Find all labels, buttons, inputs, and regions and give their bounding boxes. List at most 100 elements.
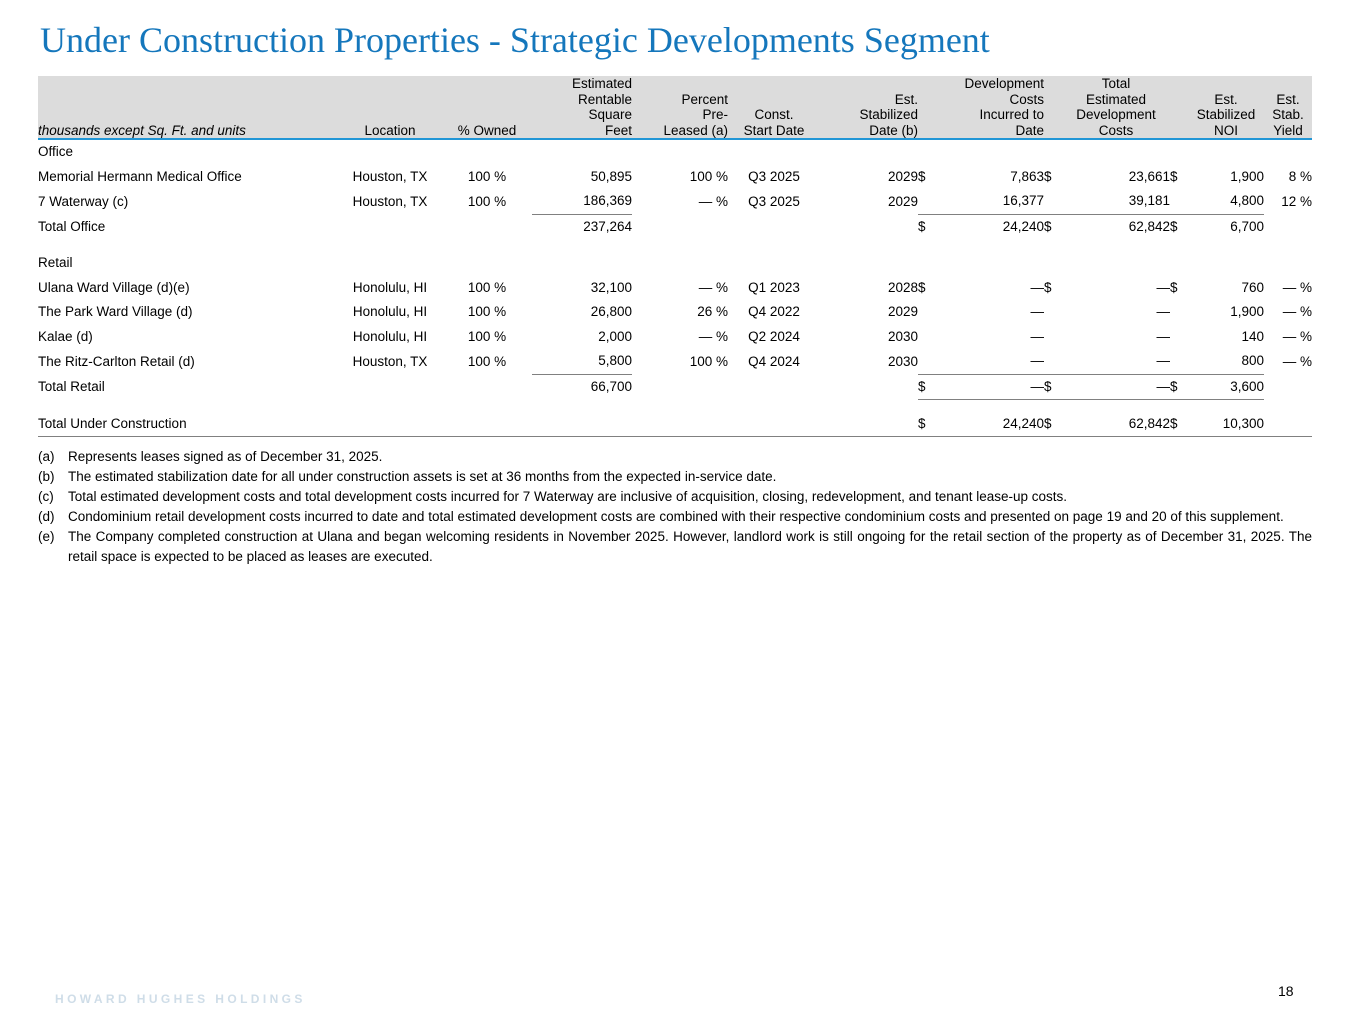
total-retail-currency-noi: $ xyxy=(1170,374,1188,400)
row-est-stabilized-noi: 140 xyxy=(1241,328,1264,344)
row-currency-symbol-noi: $ xyxy=(1170,168,1178,184)
table-row[interactable]: The Park Ward Village (d) Honolulu, HI 1… xyxy=(38,300,1312,325)
footnote-item: (d) Condominium retail development costs… xyxy=(38,507,1312,527)
row-percent-preleased: 100 % xyxy=(689,353,728,369)
row-percent-owned: 100 % xyxy=(467,328,507,344)
row-est-stab-yield: — % xyxy=(1282,279,1312,295)
total-office-location-blank xyxy=(338,214,442,239)
total-row-under-construction: Total Under Construction $ 24,240 $ 62,8… xyxy=(38,411,1312,437)
table-row[interactable]: Kalae (d) Honolulu, HI 100 % 2,000 — % Q… xyxy=(38,325,1312,350)
total-row-retail: Total Retail 66,700 $ — $ — $ 3,600 xyxy=(38,374,1312,400)
header-total-development-costs-line2: Estimated xyxy=(1085,91,1147,107)
table-row[interactable]: The Ritz-Carlton Retail (d) Houston, TX … xyxy=(38,349,1312,375)
total-retail-square-feet: 66,700 xyxy=(590,379,632,394)
header-total-development-costs-line1: Total xyxy=(1101,76,1131,91)
header-const-start-date-line1: Const. xyxy=(754,107,794,122)
total-office-owned-blank xyxy=(442,214,532,239)
header-est-stab-yield-line2: Stab. xyxy=(1272,107,1304,122)
row-est-stabilized-noi: 800 xyxy=(1188,349,1264,375)
total-office-label: Total Office xyxy=(38,218,106,234)
header-square-feet-line2: Rentable xyxy=(577,91,632,107)
header-total-development-costs-line3: Development xyxy=(1076,107,1156,122)
row-currency-symbol-noi xyxy=(1170,325,1188,350)
grand-total-location-blank xyxy=(338,411,442,437)
row-property-name: The Ritz-Carlton Retail (d) xyxy=(38,353,195,369)
row-location: Houston, TX xyxy=(352,168,428,184)
grand-total-currency-incurred: $ xyxy=(918,411,936,437)
total-office-start-blank xyxy=(728,214,820,239)
company-logo-text: HOWARD HUGHES HOLDINGS xyxy=(55,992,306,1006)
row-currency-symbol-noi xyxy=(1170,349,1188,375)
grand-total-owned-blank xyxy=(442,411,532,437)
total-retail-label: Total Retail xyxy=(38,379,105,394)
row-property-name: The Park Ward Village (d) xyxy=(38,304,193,319)
table-header: thousands except Sq. Ft. and units Locat… xyxy=(38,76,1312,140)
under-construction-table: thousands except Sq. Ft. and units Locat… xyxy=(38,76,1312,437)
row-est-stabilized-noi: 1,900 xyxy=(1230,168,1264,184)
row-property-name: Memorial Hermann Medical Office xyxy=(38,168,242,184)
footnote-marker: (a) xyxy=(38,449,55,464)
row-est-stab-yield: — % xyxy=(1282,328,1312,344)
row-property-name: Kalae (d) xyxy=(38,328,93,344)
row-total-development-costs: — xyxy=(1062,349,1170,375)
row-est-stabilized-noi: 760 xyxy=(1241,279,1264,295)
header-square-feet-line1: Estimated xyxy=(571,76,632,91)
header-est-stabilized-noi-line1: Est. xyxy=(1214,91,1238,107)
row-currency-symbol-incurred xyxy=(918,325,936,350)
footnote-text: Represents leases signed as of December … xyxy=(68,449,383,464)
header-currency-spacer-1 xyxy=(918,76,936,140)
section-header-retail-spacer xyxy=(338,251,1312,276)
row-total-development-costs: 23,661 xyxy=(1128,168,1170,184)
header-square-feet-line3: Square xyxy=(588,107,632,122)
row-costs-incurred: — xyxy=(1030,304,1045,319)
footnote-marker: (b) xyxy=(38,469,55,484)
header-percent-owned: % Owned xyxy=(442,76,532,140)
row-location: Honolulu, HI xyxy=(352,328,428,344)
header-percent-preleased-line2: Pre- xyxy=(702,107,728,122)
row-currency-symbol-total xyxy=(1044,189,1062,215)
table-row[interactable]: Memorial Hermann Medical Office Houston,… xyxy=(38,165,1312,190)
row-est-stabilized-date: 2030 xyxy=(887,328,918,344)
section-header-office-label: Office xyxy=(38,144,74,159)
row-currency-symbol-incurred: $ xyxy=(918,279,926,295)
row-const-start-date: Q4 2022 xyxy=(748,304,800,319)
grand-total-yield-blank xyxy=(1264,411,1312,437)
row-costs-incurred: 16,377 xyxy=(936,189,1044,215)
grand-total-square-feet-blank xyxy=(532,411,632,437)
section-gap xyxy=(38,239,1312,251)
grand-total-noi: 10,300 xyxy=(1188,411,1264,437)
row-square-feet: 32,100 xyxy=(590,279,632,295)
table-row[interactable]: Ulana Ward Village (d)(e) Honolulu, HI 1… xyxy=(38,276,1312,301)
row-total-development-costs: 39,181 xyxy=(1062,189,1170,215)
total-office-square-feet: 237,264 xyxy=(583,218,632,234)
row-est-stabilized-noi: 4,800 xyxy=(1188,189,1264,215)
footnote-text: Total estimated development costs and to… xyxy=(68,489,1068,504)
footnote-text: The Company completed construction at Ul… xyxy=(68,529,1312,564)
table-row[interactable]: 7 Waterway (c) Houston, TX 100 % 186,369… xyxy=(38,189,1312,215)
row-est-stab-yield: 12 % xyxy=(1281,193,1312,209)
row-percent-owned: 100 % xyxy=(467,193,507,209)
row-const-start-date: Q4 2024 xyxy=(748,353,800,369)
header-percent-preleased-line1: Percent xyxy=(681,91,728,107)
row-est-stab-yield: — % xyxy=(1282,304,1312,319)
row-est-stab-yield: 8 % xyxy=(1288,168,1312,184)
row-costs-incurred: — xyxy=(936,349,1044,375)
row-currency-symbol-incurred: $ xyxy=(918,168,926,184)
header-est-stabilized-date-line1: Est. xyxy=(894,91,918,107)
footnote-marker: (e) xyxy=(38,529,55,544)
row-currency-symbol-incurred xyxy=(918,349,936,375)
footnotes-list: (a) Represents leases signed as of Decem… xyxy=(38,447,1312,567)
row-currency-symbol-total: $ xyxy=(1044,279,1052,295)
grand-total-start-blank xyxy=(728,411,820,437)
table-body: Office Memorial Hermann Medical Office H… xyxy=(38,139,1312,437)
total-retail-yield-blank xyxy=(1264,374,1312,400)
row-square-feet: 26,800 xyxy=(590,304,632,319)
header-total-development-costs: Total Estimated Development Costs xyxy=(1062,76,1170,140)
row-property-name: Ulana Ward Village (d)(e) xyxy=(38,279,190,295)
row-percent-preleased: — % xyxy=(698,279,728,295)
header-square-feet: Estimated Rentable Square Feet xyxy=(532,76,632,140)
page-title: Under Construction Properties - Strategi… xyxy=(40,20,990,60)
row-currency-symbol-incurred xyxy=(918,300,936,325)
total-retail-location-blank xyxy=(338,374,442,400)
grand-total-total-development-costs: 62,842 xyxy=(1062,411,1170,437)
